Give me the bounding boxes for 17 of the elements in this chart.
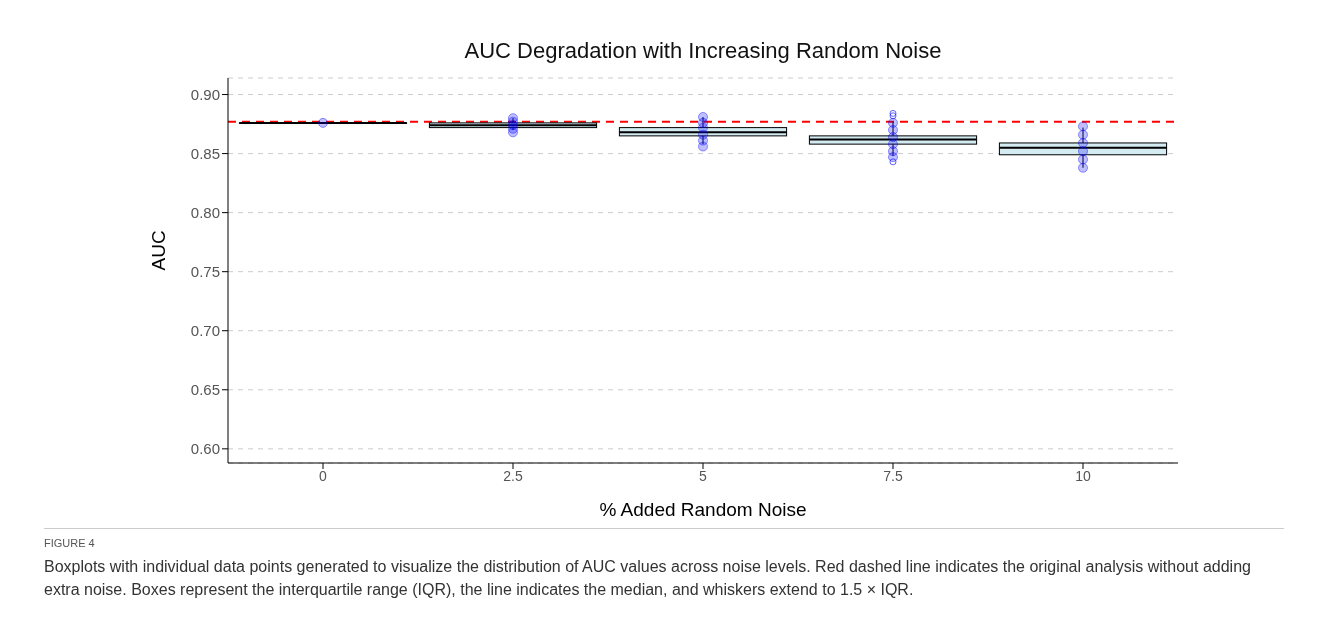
chart-title: AUC Degradation with Increasing Random Noise bbox=[463, 38, 943, 64]
x-tick-label: 0 bbox=[319, 467, 328, 484]
y-axis-title: AUC bbox=[147, 230, 169, 271]
y-tick-label: 0.60 bbox=[190, 440, 220, 458]
caption: FIGURE 4 bbox=[44, 537, 96, 549]
y-tick-label: 0.65 bbox=[190, 381, 220, 399]
y-tick-label: 0.80 bbox=[190, 203, 220, 221]
x-tick-label: 5 bbox=[699, 467, 708, 484]
x-tick-label: 7.5 bbox=[883, 467, 903, 484]
y-tick-label: 0.75 bbox=[190, 263, 220, 281]
x-axis-title: % Added Random Noise bbox=[599, 499, 807, 520]
text: Boxplots with individual data points generated to visualize the distribution of AUC values across noise levels. Red dashed line indicates the original analysis without adding extra noise. Boxes represent the interquartile range (IQR), the line indicates the median, and whiskers extend to 1.5 × IQR. bbox=[44, 557, 1252, 600]
x-tick-label: 10 bbox=[1075, 467, 1091, 484]
y-tick-label: 0.90 bbox=[190, 85, 220, 103]
y-tick-label: 0.85 bbox=[190, 144, 220, 162]
y-tick-label: 0.70 bbox=[190, 322, 220, 340]
x-tick-label: 2.5 bbox=[503, 467, 523, 484]
